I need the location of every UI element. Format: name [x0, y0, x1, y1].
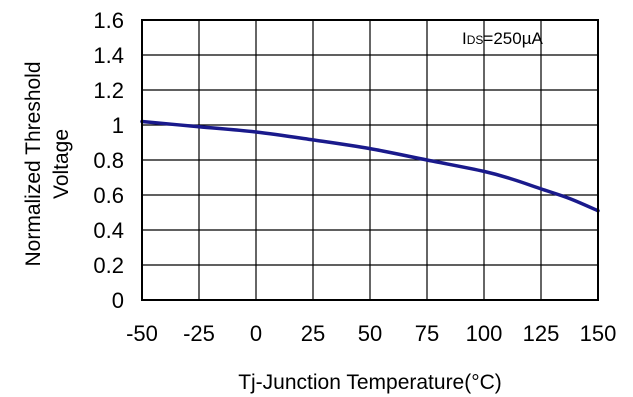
x-tick-label: 150	[580, 321, 617, 346]
y-tick-label: 0.4	[93, 218, 124, 243]
y-tick-labels: 0 0.2 0.4 0.6 0.8 1 1.2 1.4 1.6	[93, 8, 124, 313]
series-line	[140, 119, 600, 213]
x-tick-label: 50	[358, 321, 382, 346]
y-axis-title-line: Normalized Threshold	[22, 61, 45, 266]
y-tick-label: 1.6	[93, 8, 124, 33]
x-tick-label: 0	[250, 321, 262, 346]
y-tick-label: 0	[112, 288, 124, 313]
y-tick-label: 1.4	[93, 43, 124, 68]
annotation: IDS=250µA	[462, 29, 543, 48]
y-tick-label: 0.2	[93, 253, 124, 278]
series-layer	[140, 119, 600, 213]
y-tick-label: 1.2	[93, 78, 124, 103]
y-tick-label: 0.8	[93, 148, 124, 173]
x-axis-title: Tj-Junction Temperature(°C)	[238, 371, 502, 394]
x-tick-label: 25	[301, 321, 325, 346]
grid	[141, 19, 599, 301]
x-tick-label: 75	[415, 321, 439, 346]
y-axis-title: Normalized Threshold Voltage	[22, 61, 73, 266]
plot-frame	[141, 19, 599, 301]
x-tick-label: 100	[466, 321, 503, 346]
x-tick-label: -50	[126, 321, 158, 346]
y-tick-label: 1	[112, 113, 124, 138]
ids-annotation: IDS=250µA	[462, 29, 543, 48]
x-tick-label: 125	[523, 321, 560, 346]
x-tick-label: -25	[183, 321, 215, 346]
y-tick-label: 0.6	[93, 183, 124, 208]
x-tick-labels: -50 -25 0 25 50 75 100 125 150	[126, 321, 616, 346]
y-axis-title-line: Voltage	[50, 129, 73, 199]
